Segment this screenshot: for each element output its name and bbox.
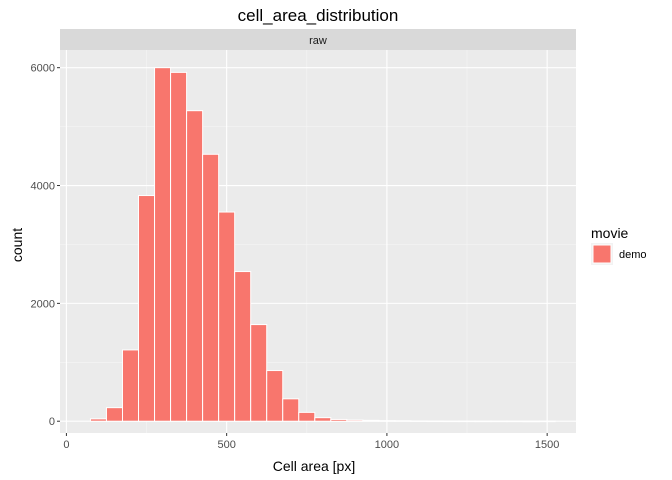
histogram-bar [298,411,316,422]
histogram-bar [154,67,172,422]
facet-strip [60,29,576,50]
legend-label: demo [619,249,647,261]
histogram-bar [346,419,364,422]
legend-title: movie [591,225,629,241]
histogram-bar [314,417,332,422]
x-axis-title: Cell area [px] [273,458,355,474]
x-tick-label: 1000 [375,439,399,451]
x-tick-label: 1500 [535,439,559,451]
histogram-bar [121,349,140,422]
histogram-bar [330,418,348,422]
legend-key-swatch [592,244,612,264]
histogram-bar [186,110,204,422]
y-tick-label: 6000 [31,63,55,75]
chart-title: cell_area_distribution [238,6,399,25]
y-tick-label: 0 [49,416,55,428]
histogram-bar [378,420,396,422]
x-axis: 0 500 1000 1500 [63,433,559,451]
histogram-bar [105,407,123,422]
y-tick-label: 4000 [31,181,55,193]
x-tick-label: 0 [63,439,69,451]
legend: demo [591,243,647,265]
histogram-bar [202,153,220,422]
histogram-bar [170,71,188,422]
x-tick-label: 500 [217,439,235,451]
histogram-bar [138,195,156,422]
y-axis: 0 2000 4000 6000 [31,63,60,428]
histogram-bar [474,420,492,423]
histogram-bar [458,420,476,423]
y-tick-label: 2000 [31,298,55,310]
histogram-bar [442,420,460,423]
histogram-bar [266,370,284,422]
histogram-bar [218,211,236,422]
histogram-bar [282,398,300,422]
histogram-bar [89,418,107,422]
y-axis-title: count [9,228,25,262]
histogram-bar [410,420,428,422]
histogram-bar [506,420,524,423]
histogram-bar [538,420,556,423]
histogram-bar [362,419,380,422]
histogram-bar [250,324,268,422]
facet-strip-label: raw [309,35,327,47]
histogram-bar [426,420,444,423]
histogram-bar [234,271,252,422]
histogram-bars [89,67,556,423]
histogram-bar [394,420,412,422]
histogram-bar [522,420,540,423]
histogram-bar [490,420,508,423]
